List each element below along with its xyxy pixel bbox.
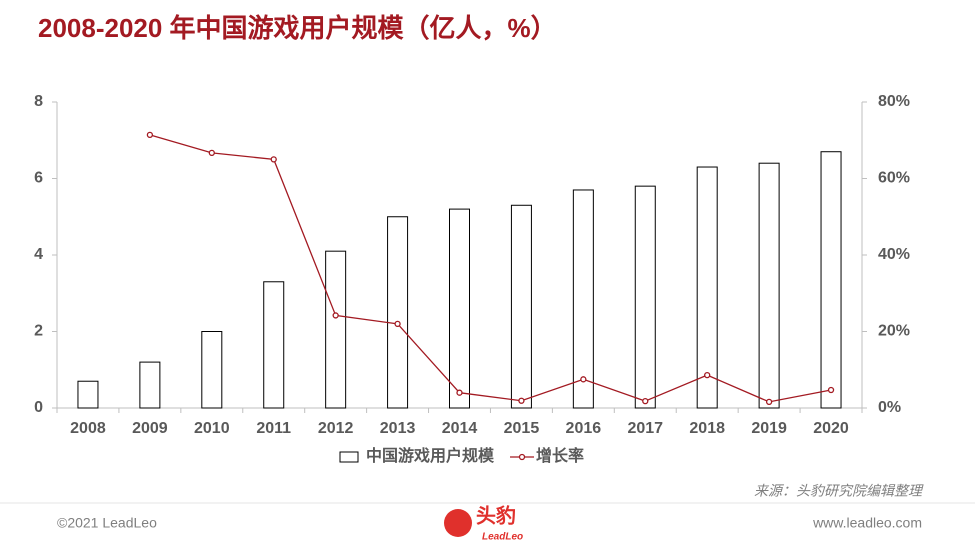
line-marker (518, 397, 525, 404)
x-tick-label: 2008 (70, 420, 106, 437)
line-marker (456, 389, 463, 396)
line-marker (332, 312, 339, 319)
bar (387, 216, 409, 409)
x-tick-label: 2014 (442, 420, 478, 437)
y2-tick-label: 0% (878, 399, 901, 416)
bar (77, 380, 99, 409)
bar (510, 204, 532, 409)
line-marker (580, 376, 587, 383)
legend-label: 中国游戏用户规模 (366, 446, 495, 465)
y-tick-label: 8 (34, 93, 43, 110)
x-tick-label: 2010 (194, 420, 230, 437)
bar (696, 166, 718, 409)
x-tick-label: 2020 (813, 420, 849, 437)
bar (201, 331, 223, 409)
source: 来源：头豹研究院编辑整理 (754, 483, 924, 499)
line-marker (208, 149, 215, 157)
y-tick-label: 0 (34, 399, 43, 416)
bar (325, 250, 347, 409)
legend-swatch-marker (518, 453, 526, 461)
line-marker (146, 131, 154, 139)
line (149, 134, 832, 403)
line-marker (394, 320, 401, 328)
x-tick-label: 2009 (132, 420, 168, 437)
line-marker (704, 371, 711, 379)
line-marker (765, 398, 773, 406)
bar (139, 361, 161, 409)
x-tick-label: 2017 (627, 420, 663, 437)
logo-text: 头豹 (476, 503, 516, 527)
copyright: ©2021 LeadLeo (57, 515, 157, 531)
y2-tick-label: 80% (878, 93, 910, 110)
logo-icon (444, 509, 472, 537)
line-marker (642, 397, 649, 405)
bar (758, 162, 780, 409)
bar (820, 151, 842, 409)
line-marker (270, 156, 277, 163)
bar (263, 281, 285, 409)
x-tick-label: 2016 (566, 420, 602, 437)
y-tick-label: 2 (34, 323, 43, 340)
x-tick-label: 2019 (751, 420, 787, 437)
x-tick-label: 2018 (689, 420, 725, 437)
x-tick-label: 2012 (318, 420, 354, 437)
logo-subtext: LeadLeo (482, 532, 523, 543)
y2-tick-label: 60% (878, 170, 910, 187)
legend-swatch (339, 451, 359, 463)
y2-tick-label: 20% (878, 323, 910, 340)
x-tick-label: 2015 (504, 420, 540, 437)
bar (634, 185, 656, 409)
bar (572, 189, 594, 409)
x-tick-label: 2013 (380, 420, 416, 437)
y-tick-label: 4 (34, 246, 43, 263)
line-marker (827, 386, 835, 394)
legend-label: 增长率 (536, 446, 584, 465)
x-tick-label: 2011 (256, 420, 291, 437)
y-tick-label: 6 (34, 170, 43, 187)
website: www.leadleo.com (812, 515, 922, 531)
chart-title: 2008-2020 年中国游戏用户规模（亿人，%） (38, 13, 557, 43)
bar (449, 208, 470, 409)
y2-tick-label: 40% (878, 246, 910, 263)
